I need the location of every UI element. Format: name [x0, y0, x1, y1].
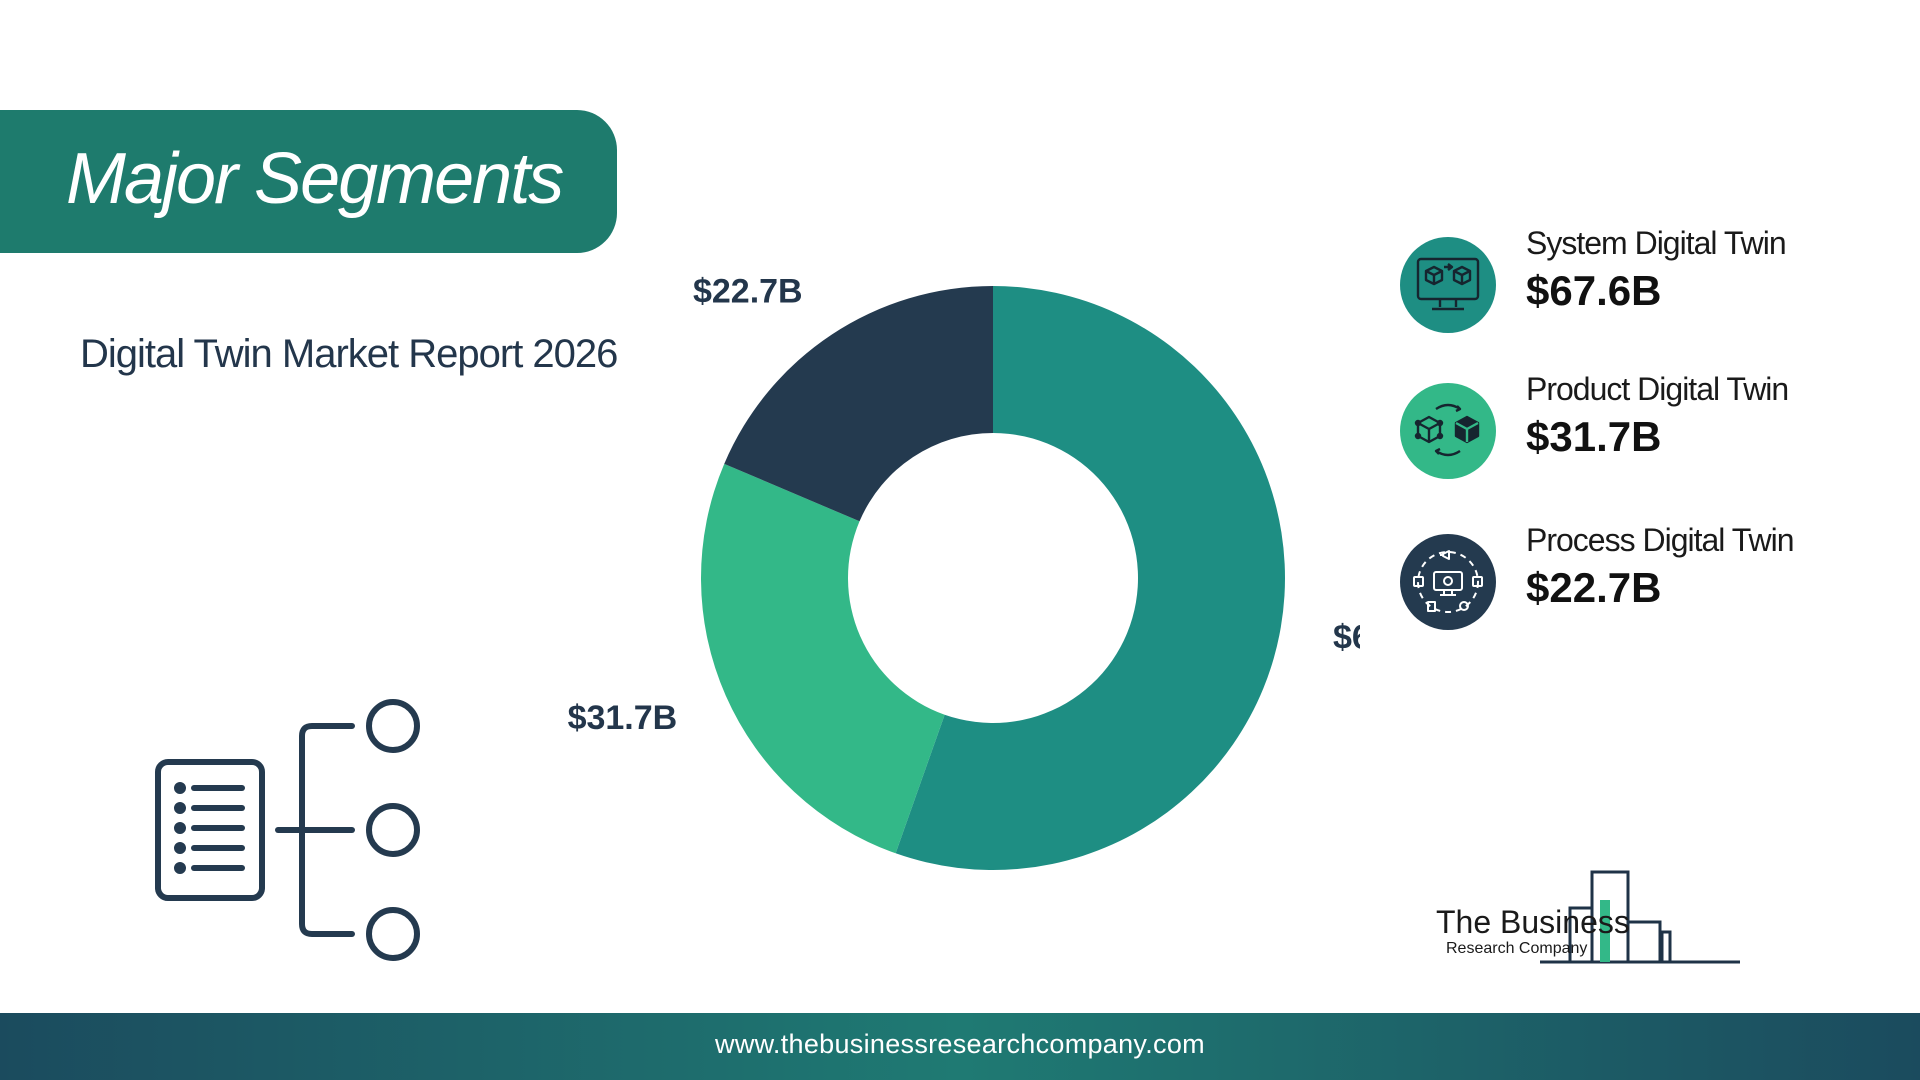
legend-value: $22.7B — [1526, 564, 1662, 611]
process-monitor-icon — [1400, 534, 1496, 630]
footer-bar: www.thebusinessresearchcompany.com — [0, 1013, 1920, 1080]
data-label-system-digital-twin: $67.6B — [1333, 618, 1360, 656]
data-label-process-digital-twin: $22.7B — [693, 272, 803, 310]
legend-item-system: System Digital Twin $67.6B — [1400, 225, 1820, 337]
legend-value: $31.7B — [1526, 413, 1662, 460]
legend-name: Process Digital Twin — [1526, 522, 1795, 558]
segments-list-icon — [155, 699, 420, 961]
company-logo: The Business Research Company — [1430, 870, 1750, 970]
legend-item-process: Process Digital Twin $22.7B — [1400, 522, 1820, 634]
legend-value: $67.6B — [1526, 267, 1662, 314]
donut-slice-product-digital-twin — [701, 463, 945, 854]
title-banner: Major Segments — [0, 110, 617, 253]
legend-name: System Digital Twin — [1526, 225, 1787, 261]
logo-subtext: Research Company — [1446, 940, 1588, 957]
donut-slice-process-digital-twin — [724, 286, 993, 522]
report-subtitle: Digital Twin Market Report 2026 — [80, 332, 618, 376]
footer-url: www.thebusinessresearchcompany.com — [715, 1029, 1205, 1059]
monitor-cubes-icon — [1400, 237, 1496, 333]
data-label-product-digital-twin: $31.7B — [568, 699, 678, 737]
donut-slice-system-digital-twin — [895, 286, 1285, 871]
legend-name: Product Digital Twin — [1526, 371, 1789, 407]
cube-exchange-icon — [1400, 383, 1496, 479]
donut-chart: $67.6B $31.7B $22.7B — [568, 272, 1360, 871]
logo-text: The Business — [1436, 904, 1630, 940]
legend-item-product: Product Digital Twin $31.7B — [1400, 371, 1820, 483]
page-title: Major Segments — [66, 139, 564, 219]
